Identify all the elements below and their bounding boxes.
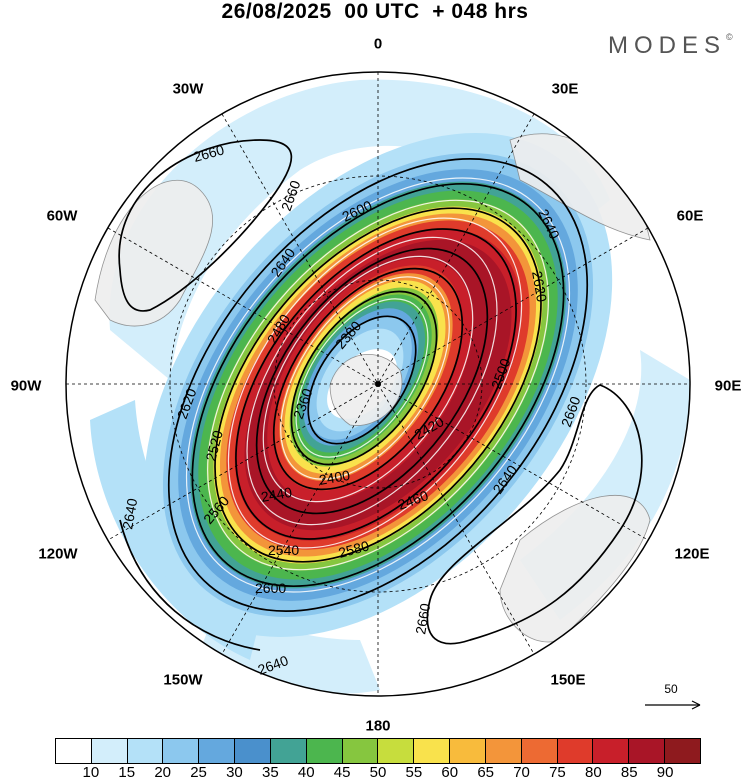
lon-label-90w: 90W	[10, 377, 42, 395]
contour-label: 2440	[260, 484, 294, 505]
modes-logo: MODES©	[608, 32, 733, 60]
contour-label: 2520	[202, 428, 226, 462]
lon-label-150e: 150E	[550, 671, 586, 689]
contour-label: 2660	[192, 141, 226, 165]
lon-label-0: 0	[373, 35, 383, 53]
wind-streamlines	[185, 177, 571, 593]
colorbar-swatch	[199, 739, 236, 763]
colorbar-tick-label: 60	[441, 764, 459, 781]
colorbar-tick-label: 35	[261, 764, 279, 781]
colorbar-tick-label: 15	[118, 764, 136, 781]
colorbar-swatch	[270, 739, 307, 763]
colorbar-tick-label: 80	[584, 764, 602, 781]
reference-vector-arrow	[645, 700, 701, 710]
colorbar-tick-label: 30	[226, 764, 243, 781]
colorbar-tick-label: 70	[513, 764, 530, 781]
colorbar-tick-label: 40	[297, 764, 315, 781]
lon-label-30e: 30E	[551, 80, 579, 98]
colorbar-tick-label: 20	[154, 764, 171, 781]
colorbar-tick-label: 90	[656, 764, 674, 781]
pole-marker	[375, 381, 381, 387]
reference-vector-label: 50	[664, 682, 678, 696]
colorbar-tick-label: 65	[477, 764, 494, 781]
lon-label-30w: 30W	[172, 80, 204, 98]
colorbar-swatch	[235, 739, 271, 763]
colorbar-swatch	[521, 739, 558, 763]
colorbar-swatch	[485, 739, 522, 763]
colorbar-tick-label: 45	[333, 764, 351, 781]
colorbar-swatch	[593, 739, 630, 763]
lon-label-120e: 120E	[674, 545, 710, 563]
contour-label: 2660	[412, 602, 433, 636]
colorbar-swatch	[127, 739, 164, 763]
lon-label-180: 180	[365, 717, 391, 735]
colorbar-swatch	[665, 739, 700, 763]
lon-label-60w: 60W	[46, 207, 78, 225]
colorbar-swatch	[414, 739, 451, 763]
colorbar	[55, 738, 701, 764]
contour-label: 2580	[337, 537, 371, 561]
colorbar-tick-label: 50	[369, 764, 387, 781]
colorbar-swatch	[450, 739, 486, 763]
lon-label-150w: 150W	[163, 671, 203, 689]
geopotential-contours	[118, 139, 643, 651]
colorbar-tick-label: 85	[620, 764, 638, 781]
colorbar-tick-label: 55	[405, 764, 423, 781]
colorbar-swatch	[91, 739, 128, 763]
colorbar-swatch	[56, 739, 92, 763]
contour-label: 2400	[318, 467, 352, 488]
colorbar-swatch	[629, 739, 666, 763]
contour-label: 2640	[119, 497, 140, 531]
colorbar-swatch	[306, 739, 343, 763]
lon-label-120w: 120W	[38, 545, 78, 563]
colorbar-swatch	[378, 739, 415, 763]
copyright-mark: ©	[726, 32, 733, 42]
colorbar-tick-label: 10	[82, 764, 100, 781]
lon-label-90e: 90E	[714, 377, 742, 395]
colorbar-swatch	[342, 739, 379, 763]
colorbar-swatch	[163, 739, 200, 763]
colorbar-tick-label: 75	[549, 764, 566, 781]
colorbar-swatch	[557, 739, 594, 763]
contour-label: 2620	[529, 270, 550, 304]
map-title: 26/08/2025 00 UTC + 048 hrs	[221, 0, 529, 23]
contour-label: 2600	[255, 580, 286, 596]
map-boundary	[65, 71, 691, 697]
lon-label-60e: 60E	[676, 207, 704, 225]
brand-text: MODES	[608, 32, 727, 59]
colorbar-tick-label: 25	[190, 764, 207, 781]
contour-label: 2540	[268, 542, 299, 558]
